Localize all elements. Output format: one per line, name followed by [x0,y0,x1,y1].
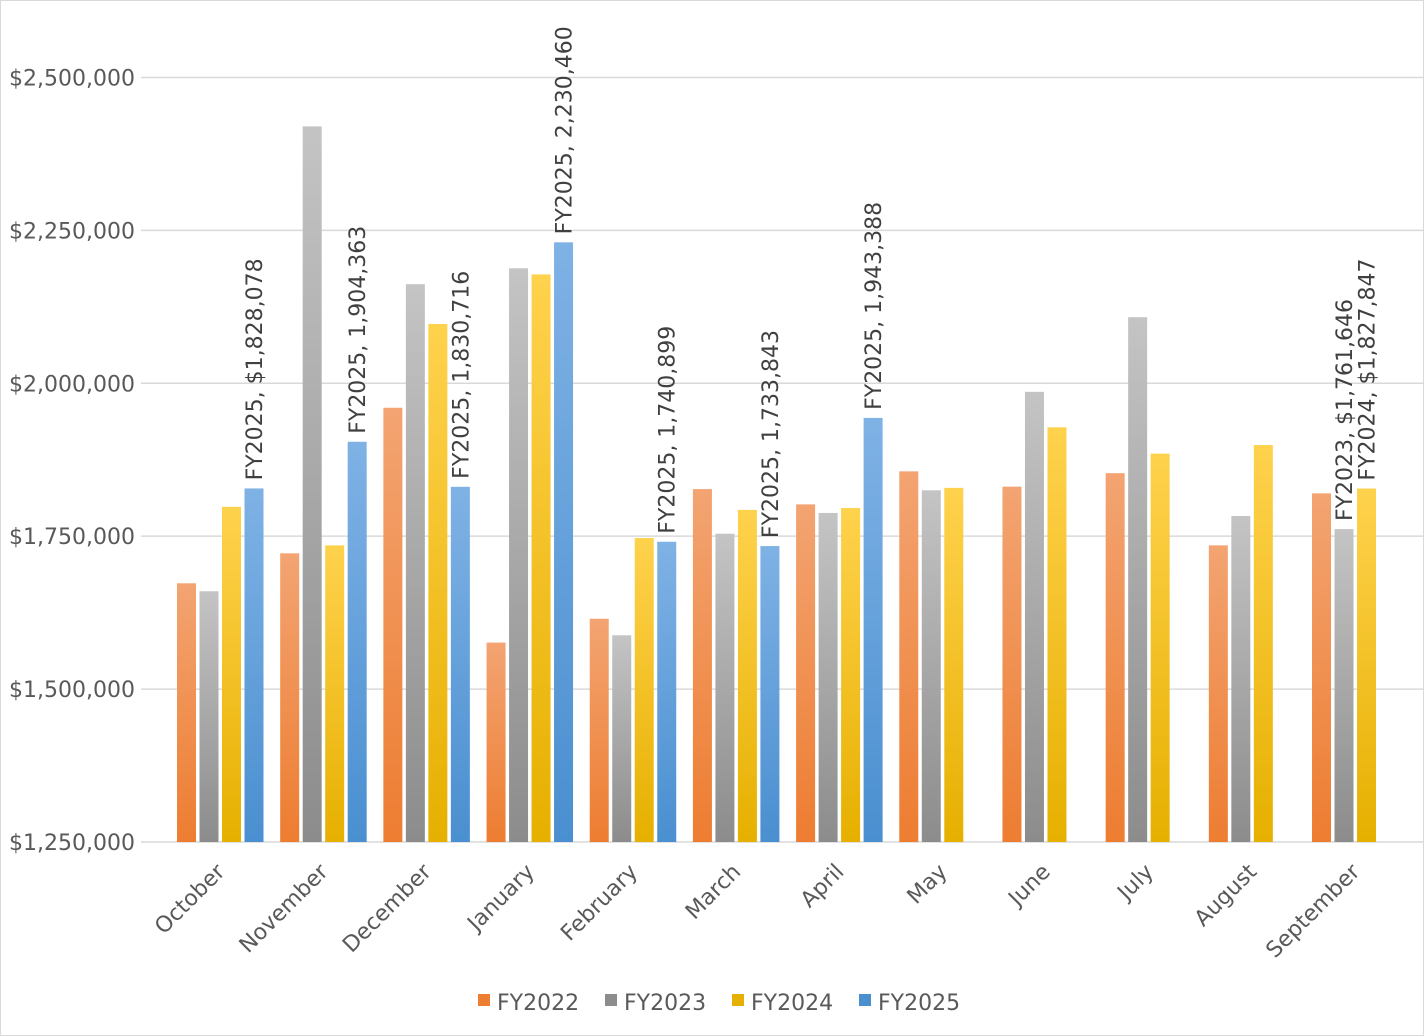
x-category-label-october: October [150,859,231,940]
bar-fy2025-october [244,488,264,842]
legend-label-fy2025: FY2025 [878,991,960,1016]
bar-fy2025-january [554,242,574,843]
x-category-label-march: March [681,860,746,925]
bar-fy2024-october [222,506,241,842]
bar-fy2023-august [1231,515,1251,842]
y-tick-label: $2,250,000 [9,219,135,244]
y-tick-label: $1,750,000 [9,525,135,550]
data-label-fy2025-october: FY2025, $1,828,078 [243,258,268,480]
data-label-fy2025-november: FY2025, 1,904,363 [346,226,371,434]
legend-swatch-fy2024 [732,994,744,1006]
x-category-label-august: August [1190,859,1262,931]
bar-fy2024-july [1150,453,1170,842]
data-label-fy2025-december: FY2025, 1,830,716 [449,271,474,479]
bar-fy2022-april [796,504,816,842]
data-label-fy2025-january: FY2025, 2,230,460 [553,26,578,234]
bar-fy2024-april [841,508,861,842]
bar-fy2023-may [921,490,941,842]
bar-fy2022-february [589,618,609,842]
bar-fy2024-march [737,509,757,842]
legend-label-fy2022: FY2022 [497,991,579,1016]
bar-fy2023-april [818,512,838,842]
bar-fy2024-december [428,323,448,843]
bar-fy2023-september [1334,529,1354,842]
data-labels: FY2025, $1,828,078 FY2025, 1,904,363 FY202… [243,26,1381,538]
bar-fy2022-september [1312,493,1332,842]
y-tick-label: $1,500,000 [9,678,135,703]
bar-fy2024-august [1253,445,1273,842]
bar-fy2022-august [1208,545,1228,842]
bar-fy2023-october [199,591,219,842]
bar-fy2022-november [280,553,300,842]
bar-fy2024-january [531,274,551,842]
x-category-label-february: February [556,860,643,947]
x-category-label-april: April [796,860,849,913]
x-category-label-september: September [1262,859,1366,963]
data-label-fy2023-september: FY2023, $1,761,646 [1333,299,1358,521]
bar-fy2024-june [1047,427,1067,842]
legend-label-fy2023: FY2023 [624,991,706,1016]
legend: FY2022 FY2023 FY2024 FY2025 [478,991,960,1016]
bar-fy2024-september [1357,488,1377,842]
data-label-fy2025-march: FY2025, 1,733,843 [759,330,784,538]
y-tick-label: $1,250,000 [9,831,135,856]
y-tick-label: $2,500,000 [9,66,135,91]
bar-fy2023-june [1024,391,1044,842]
bar-fy2023-november [302,126,322,843]
x-axis-category-labels: October November December January February Ma… [150,859,1366,963]
legend-swatch-fy2022 [478,994,490,1006]
data-label-fy2025-april: FY2025, 1,943,388 [862,202,887,410]
x-category-label-june: June [1003,860,1056,913]
bar-fy2023-february [612,635,632,842]
bar-fy2022-january [486,642,506,842]
legend-swatch-fy2023 [605,994,617,1006]
bar-fy2023-march [715,533,735,842]
bar-fy2022-october [177,583,196,842]
bar-fy2024-november [325,545,345,842]
x-category-label-july: July [1112,860,1159,907]
x-category-label-may: May [903,860,953,910]
data-label-fy2024-september: FY2024, $1,827,847 [1356,259,1381,481]
bar-fy2025-november [347,441,367,842]
bar-fy2025-march [760,546,780,842]
bar-fy2024-may [944,487,964,842]
y-tick-label: $2,000,000 [9,372,135,397]
bars [177,126,1377,843]
bar-fy2022-december [383,407,403,842]
bar-fy2025-april [863,417,883,842]
bar-fy2022-may [899,471,919,842]
bar-fy2023-january [509,268,529,842]
bar-fy2022-july [1105,473,1125,842]
bar-fy2022-june [1002,486,1022,842]
data-label-fy2025-february: FY2025, 1,740,899 [656,326,681,534]
bar-fy2025-december [450,486,470,842]
legend-swatch-fy2025 [859,994,871,1006]
bar-fy2023-july [1128,317,1148,842]
x-category-label-december: December [338,859,437,958]
y-axis-tick-labels: $1,250,000 $1,500,000 $1,750,000 $2,000,000… [9,66,135,856]
x-category-label-january: January [462,860,540,938]
bar-fy2024-february [634,538,654,842]
legend-label-fy2024: FY2024 [751,991,833,1016]
bar-fy2025-february [657,541,677,842]
x-category-label-november: November [235,859,334,958]
bar-fy2022-march [692,489,712,842]
bar-fy2023-december [405,284,425,842]
